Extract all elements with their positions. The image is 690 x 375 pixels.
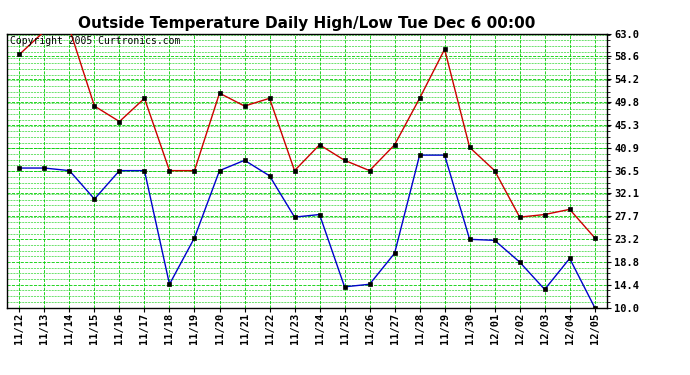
Text: Copyright 2005 Curtronics.com: Copyright 2005 Curtronics.com (10, 36, 180, 46)
Title: Outside Temperature Daily High/Low Tue Dec 6 00:00: Outside Temperature Daily High/Low Tue D… (79, 16, 535, 31)
